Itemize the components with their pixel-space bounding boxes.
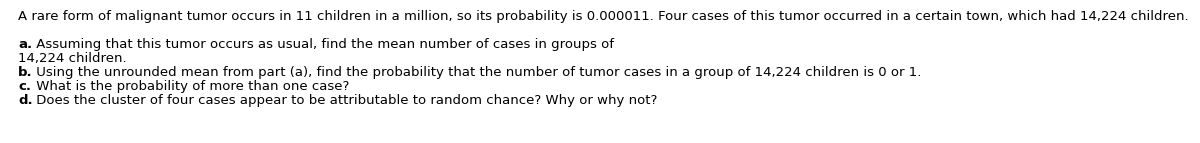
Text: b.: b.: [18, 66, 32, 79]
Text: d.: d.: [18, 94, 32, 107]
Text: Using the unrounded mean from part (a), find the probability that the number of : Using the unrounded mean from part (a), …: [32, 66, 922, 79]
Text: c.: c.: [18, 80, 31, 93]
Text: a.: a.: [18, 38, 32, 51]
Text: A rare form of malignant tumor occurs in 11 children in a million, so its probab: A rare form of malignant tumor occurs in…: [18, 10, 1189, 23]
Text: What is the probability of more than one case?: What is the probability of more than one…: [32, 80, 349, 93]
Text: Assuming that this tumor occurs as usual, find the mean number of cases in group: Assuming that this tumor occurs as usual…: [32, 38, 614, 51]
Text: Does the cluster of four cases appear to be attributable to random chance? Why o: Does the cluster of four cases appear to…: [32, 94, 658, 107]
Text: 14,224 children.: 14,224 children.: [18, 52, 127, 65]
